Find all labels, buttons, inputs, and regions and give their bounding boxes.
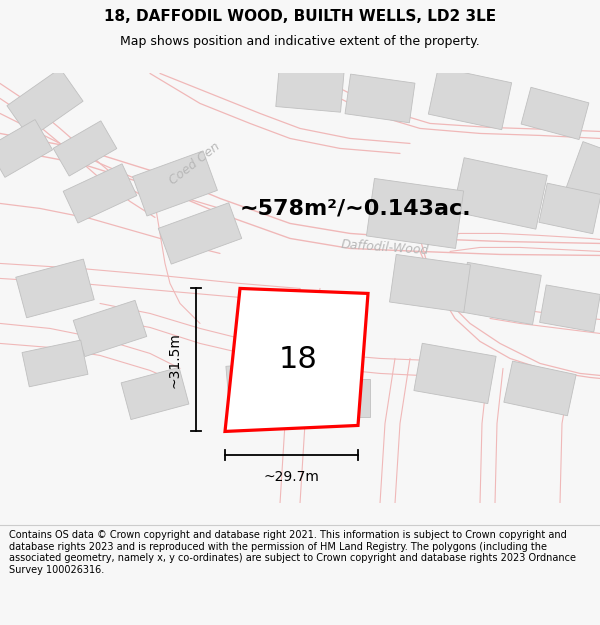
Text: ~29.7m: ~29.7m [263, 471, 319, 484]
Text: ~578m²/~0.143ac.: ~578m²/~0.143ac. [240, 199, 472, 218]
Bar [521, 88, 589, 139]
Bar [564, 142, 600, 205]
Bar [453, 158, 547, 229]
Bar [389, 254, 470, 312]
Bar [53, 121, 117, 176]
Bar [367, 179, 464, 248]
Bar [7, 68, 83, 139]
Bar [459, 262, 541, 324]
Bar [428, 67, 512, 130]
Text: Map shows position and indicative extent of the property.: Map shows position and indicative extent… [120, 35, 480, 48]
Text: Coed Cen: Coed Cen [167, 140, 223, 187]
Bar [226, 361, 294, 406]
Bar [414, 343, 496, 404]
Text: Contains OS data © Crown copyright and database right 2021. This information is : Contains OS data © Crown copyright and d… [9, 530, 576, 575]
Bar [0, 119, 53, 178]
Bar [22, 340, 88, 387]
Bar [539, 285, 600, 332]
Polygon shape [225, 289, 368, 431]
Bar [121, 368, 189, 419]
Text: 18: 18 [278, 345, 317, 374]
Bar [133, 151, 217, 216]
Bar [276, 64, 344, 112]
Bar [504, 361, 576, 416]
Bar [158, 202, 242, 264]
Bar [73, 301, 147, 356]
Bar [16, 259, 94, 318]
Text: 18, DAFFODIL WOOD, BUILTH WELLS, LD2 3LE: 18, DAFFODIL WOOD, BUILTH WELLS, LD2 3LE [104, 9, 496, 24]
Bar [63, 164, 137, 223]
Bar [539, 183, 600, 234]
Text: ~31.5m: ~31.5m [167, 332, 181, 388]
Bar [345, 74, 415, 122]
Text: Daffodil-Wood: Daffodil-Wood [340, 238, 429, 257]
Bar [310, 379, 370, 418]
